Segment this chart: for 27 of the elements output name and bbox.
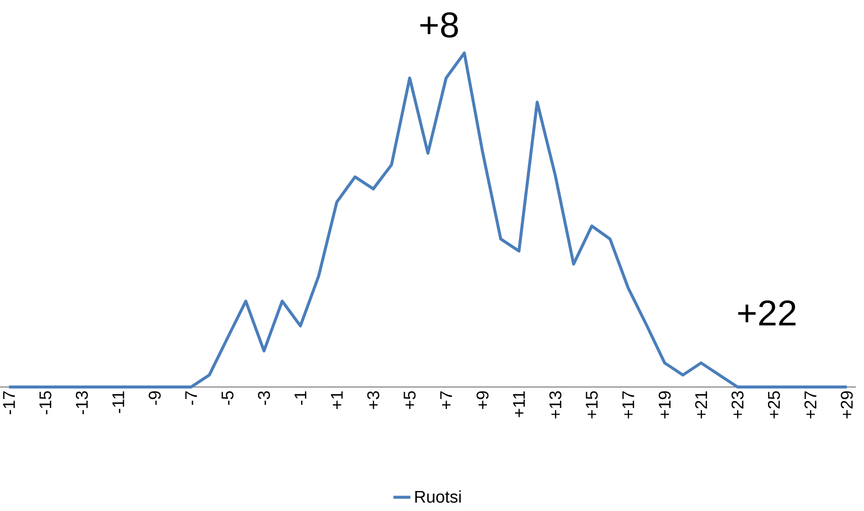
x-tick-label: -1 [294, 391, 306, 405]
x-tick-label: +5 [404, 391, 416, 409]
x-tick-label: +23 [732, 391, 744, 418]
x-tick-label: -9 [148, 391, 161, 405]
x-tick-label: +25 [768, 391, 780, 418]
x-tick-label: -11 [112, 391, 124, 413]
x-tick-label: +3 [367, 391, 380, 409]
annotation: +22 [738, 300, 796, 326]
x-tick-label: +17 [622, 391, 634, 418]
x-tick-label: -7 [185, 391, 197, 405]
legend-label: Ruotsi [415, 490, 461, 503]
x-tick-label: -17 [3, 391, 15, 414]
x-tick-label: +9 [476, 391, 489, 409]
x-tick-label: +21 [695, 391, 708, 418]
x-tick-label: +11 [513, 391, 525, 418]
x-tick-label: +7 [440, 391, 452, 409]
x-tick-label: +13 [549, 391, 562, 418]
x-tick-label: +19 [658, 391, 671, 418]
x-tick-label: +29 [840, 391, 853, 418]
x-tick-label: +1 [331, 391, 343, 409]
x-tick-label: +27 [804, 391, 816, 418]
x-tick-label: -15 [40, 391, 52, 414]
x-tick-label: +15 [586, 391, 598, 418]
x-tick-label: -5 [222, 391, 234, 405]
x-tick-label: -13 [76, 391, 88, 414]
text: +8 [420, 12, 458, 38]
x-tick-label: -3 [258, 391, 270, 405]
